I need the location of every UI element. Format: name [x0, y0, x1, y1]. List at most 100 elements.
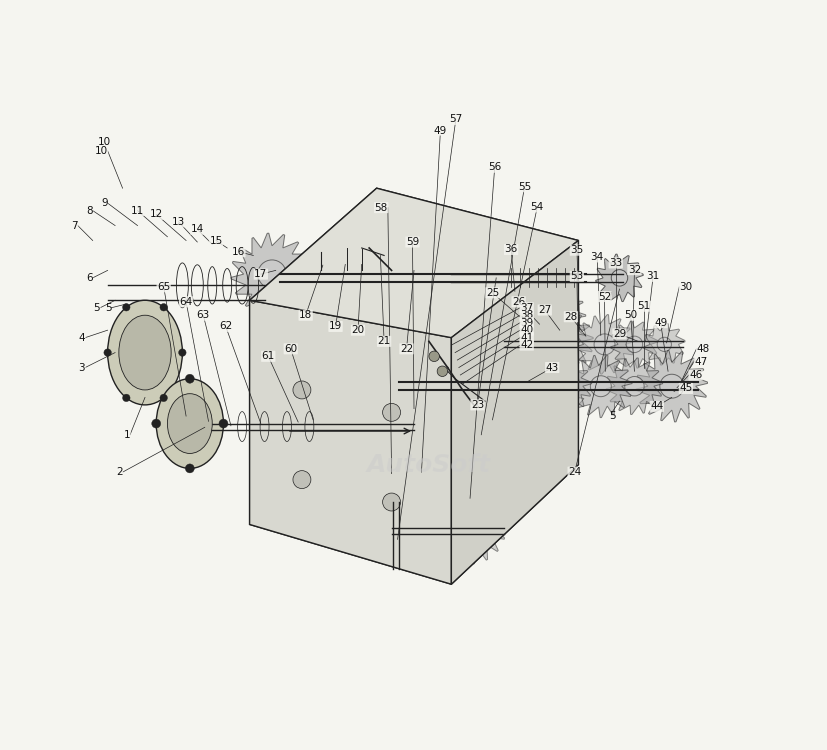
- Text: 49: 49: [653, 318, 667, 328]
- Text: 15: 15: [209, 236, 222, 245]
- Text: 53: 53: [570, 272, 583, 281]
- Polygon shape: [488, 271, 585, 368]
- Polygon shape: [249, 300, 451, 584]
- Text: 5: 5: [608, 411, 614, 421]
- Circle shape: [457, 516, 481, 540]
- Ellipse shape: [156, 379, 223, 469]
- Text: 34: 34: [590, 252, 603, 262]
- Text: 54: 54: [530, 202, 543, 211]
- Circle shape: [160, 394, 167, 401]
- Polygon shape: [635, 350, 707, 422]
- Text: 18: 18: [299, 310, 312, 320]
- Polygon shape: [569, 356, 631, 418]
- Text: 64: 64: [179, 297, 193, 307]
- Circle shape: [428, 351, 439, 361]
- Circle shape: [520, 302, 553, 336]
- Text: 14: 14: [190, 224, 203, 234]
- Circle shape: [122, 394, 130, 401]
- Text: 55: 55: [518, 182, 531, 192]
- Text: 37: 37: [519, 303, 533, 313]
- Ellipse shape: [167, 394, 212, 454]
- Polygon shape: [595, 254, 643, 302]
- Circle shape: [385, 500, 419, 534]
- Text: 2: 2: [116, 467, 122, 477]
- Text: 7: 7: [71, 220, 78, 230]
- Circle shape: [122, 304, 130, 311]
- Text: 33: 33: [609, 258, 622, 268]
- Text: 5: 5: [93, 303, 100, 313]
- Polygon shape: [605, 358, 662, 415]
- Polygon shape: [249, 188, 578, 584]
- Text: 29: 29: [612, 329, 625, 339]
- Polygon shape: [574, 314, 633, 374]
- Circle shape: [422, 514, 450, 542]
- Text: 9: 9: [101, 198, 108, 208]
- Circle shape: [553, 376, 572, 396]
- Text: 62: 62: [219, 322, 232, 332]
- Circle shape: [185, 374, 194, 383]
- Text: 32: 32: [627, 265, 640, 274]
- Text: 63: 63: [197, 310, 210, 320]
- Text: 10: 10: [98, 136, 112, 147]
- Text: 44: 44: [649, 401, 662, 412]
- Text: 13: 13: [172, 217, 185, 226]
- Text: 6: 6: [86, 273, 93, 283]
- Polygon shape: [249, 188, 578, 338]
- Polygon shape: [495, 352, 562, 420]
- Circle shape: [382, 493, 400, 511]
- Polygon shape: [354, 469, 451, 566]
- Ellipse shape: [119, 315, 171, 390]
- Text: 49: 49: [433, 127, 447, 136]
- Polygon shape: [525, 308, 592, 375]
- Text: 56: 56: [487, 162, 500, 172]
- Text: 5: 5: [105, 303, 112, 313]
- Text: 20: 20: [351, 326, 364, 335]
- Text: 65: 65: [157, 282, 170, 292]
- Text: 19: 19: [328, 322, 342, 332]
- Ellipse shape: [108, 300, 182, 405]
- Circle shape: [293, 471, 310, 488]
- Text: 61: 61: [261, 351, 275, 361]
- Text: 8: 8: [86, 206, 93, 215]
- Circle shape: [103, 349, 112, 356]
- Circle shape: [160, 304, 167, 311]
- Text: 38: 38: [519, 310, 533, 320]
- Circle shape: [593, 334, 614, 355]
- Polygon shape: [534, 358, 591, 415]
- Circle shape: [382, 404, 400, 422]
- Text: 40: 40: [519, 326, 533, 335]
- Circle shape: [659, 374, 683, 398]
- Text: 57: 57: [449, 115, 462, 125]
- Text: 28: 28: [564, 312, 577, 322]
- Text: 3: 3: [79, 362, 85, 373]
- Circle shape: [400, 265, 427, 291]
- Polygon shape: [395, 488, 477, 569]
- Circle shape: [218, 419, 227, 428]
- Circle shape: [478, 376, 498, 396]
- Text: 31: 31: [646, 272, 659, 281]
- Polygon shape: [458, 356, 518, 416]
- Polygon shape: [451, 241, 578, 584]
- Text: 36: 36: [504, 244, 517, 254]
- Circle shape: [624, 376, 643, 396]
- Circle shape: [336, 260, 371, 296]
- Text: 24: 24: [567, 467, 581, 477]
- Text: 16: 16: [232, 247, 245, 256]
- Text: 25: 25: [485, 288, 499, 298]
- Circle shape: [257, 260, 286, 288]
- Text: 45: 45: [678, 383, 691, 394]
- Text: 21: 21: [377, 336, 390, 346]
- Circle shape: [657, 338, 671, 352]
- Circle shape: [625, 336, 642, 352]
- Text: 22: 22: [399, 344, 413, 354]
- Polygon shape: [231, 233, 313, 315]
- Polygon shape: [610, 320, 657, 368]
- Text: 58: 58: [374, 202, 387, 212]
- Circle shape: [437, 366, 447, 376]
- Circle shape: [590, 376, 610, 397]
- Text: 12: 12: [150, 209, 163, 219]
- Text: 42: 42: [519, 340, 533, 350]
- Text: 59: 59: [405, 237, 418, 247]
- Circle shape: [179, 349, 186, 356]
- Text: 60: 60: [284, 344, 297, 354]
